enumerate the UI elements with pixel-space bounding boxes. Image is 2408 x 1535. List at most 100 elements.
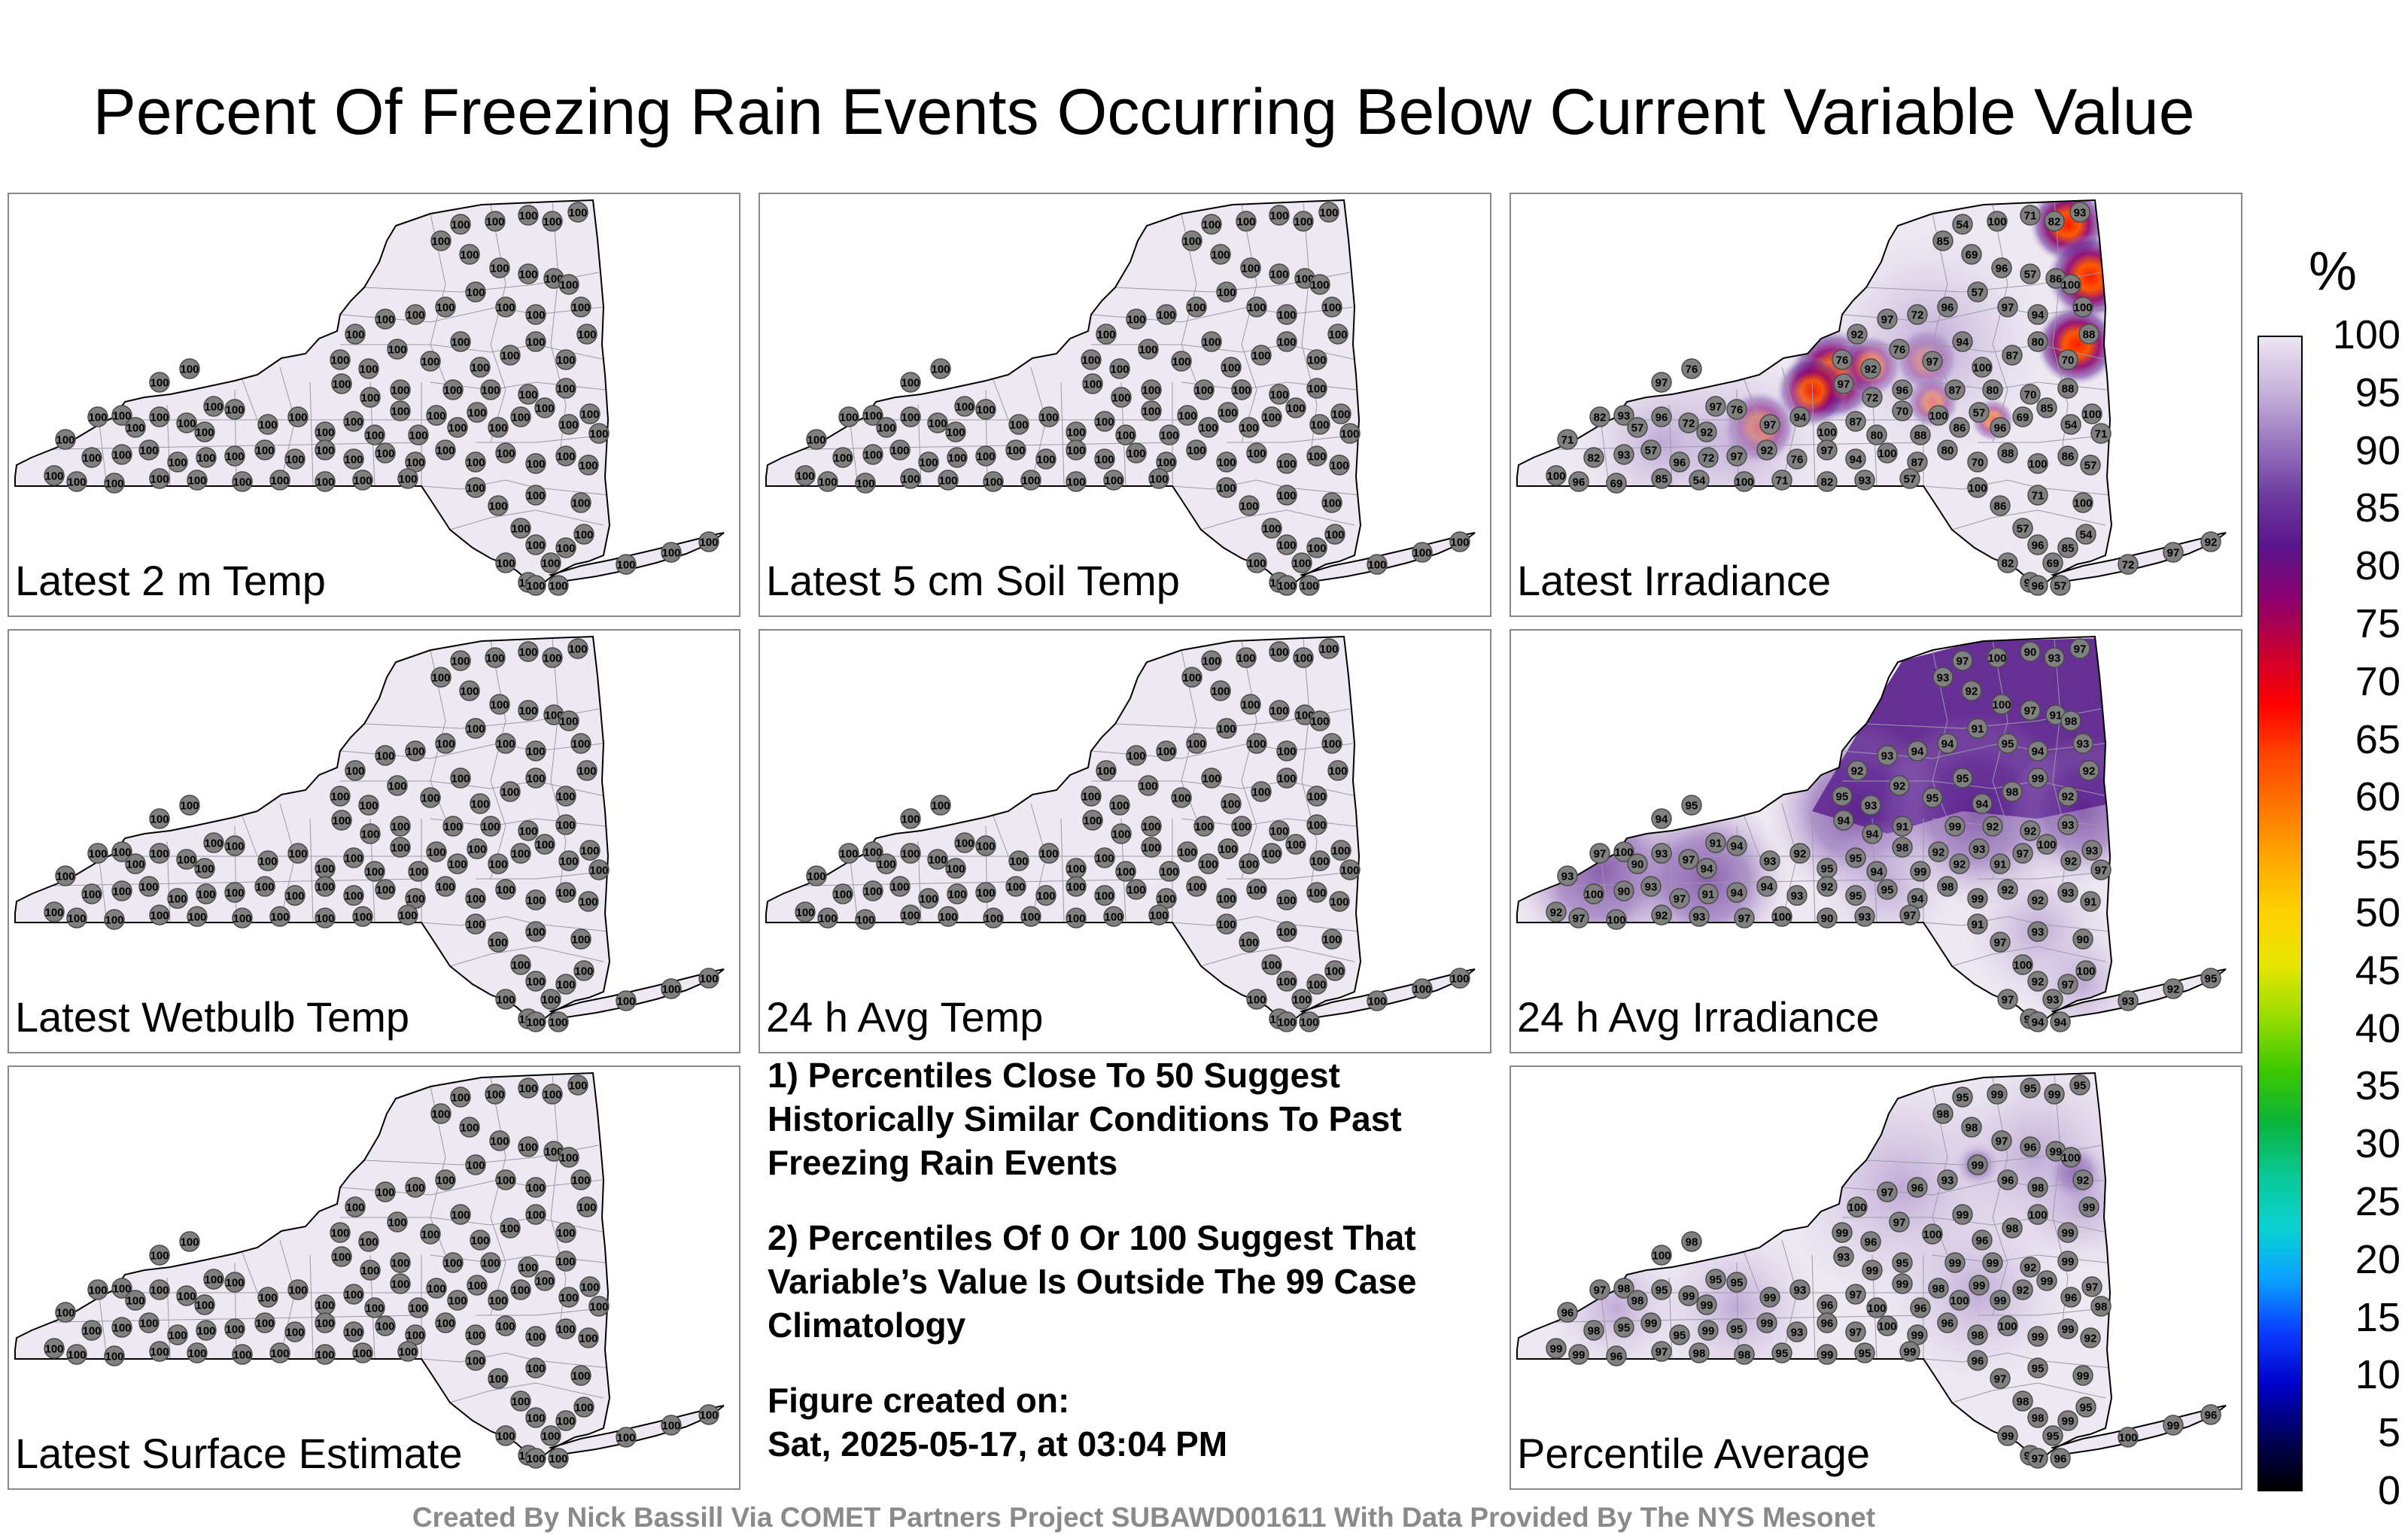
station-value: 100 [955, 837, 974, 850]
station-marker: 92 [1860, 358, 1881, 379]
station-value: 100 [344, 853, 363, 865]
station-value: 100 [1269, 389, 1288, 402]
station-value: 100 [1139, 780, 1157, 793]
station-marker: 88 [2057, 378, 2078, 399]
station-value: 90 [1618, 886, 1631, 898]
station-marker: 100 [1035, 448, 1057, 470]
station-value: 96 [1610, 1351, 1623, 1363]
station-value: 100 [568, 207, 587, 220]
station-value: 100 [928, 854, 947, 867]
station-marker: 100 [555, 1222, 576, 1243]
station-value: 100 [353, 1348, 372, 1360]
station-marker: 100 [1240, 257, 1261, 278]
station-value: 100 [255, 1318, 274, 1330]
station-marker: 94 [1952, 331, 1973, 352]
station-value: 99 [1972, 893, 1984, 906]
station-marker: 71 [2090, 423, 2112, 444]
station-marker: 93 [1786, 885, 1808, 906]
station-marker: 100 [938, 470, 959, 491]
station-marker: 100 [375, 442, 396, 464]
station-marker: 100 [375, 745, 396, 766]
station-value: 93 [1937, 672, 1950, 685]
station-marker: 100 [55, 429, 76, 450]
station-marker: 99 [2057, 1251, 2078, 1272]
station-value: 100 [409, 866, 427, 879]
station-value: 95 [1618, 1322, 1631, 1335]
station-marker: 100 [540, 552, 561, 573]
station-value: 100 [1847, 1202, 1866, 1214]
station-value: 96 [2024, 1141, 2037, 1154]
station-value: 100 [391, 406, 409, 418]
station-value: 100 [1149, 910, 1168, 923]
station-value: 99 [1972, 1160, 1984, 1172]
station-value: 99 [1866, 1265, 1879, 1278]
station-marker: 100 [315, 876, 336, 897]
station-value: 100 [559, 279, 578, 292]
station-value: 100 [1239, 500, 1258, 513]
station-value: 100 [589, 428, 608, 441]
station-value: 100 [481, 821, 500, 834]
station-marker: 54 [2060, 414, 2081, 435]
station-value: 100 [150, 1284, 169, 1297]
station-value: 100 [409, 1302, 427, 1315]
station-value: 100 [315, 427, 334, 439]
station-value: 100 [67, 1349, 86, 1362]
station-value: 100 [947, 889, 966, 901]
station-marker: 91 [1892, 816, 1913, 837]
station-value: 100 [1172, 356, 1190, 369]
station-marker: 100 [1096, 760, 1117, 781]
station-value: 90 [2024, 646, 2037, 659]
station-marker: 100 [390, 1273, 411, 1294]
station-value: 99 [1764, 1292, 1777, 1305]
station-value: 100 [568, 1080, 587, 1093]
station-value: 100 [518, 646, 537, 659]
station-value: 100 [460, 249, 479, 262]
station-marker: 100 [104, 909, 125, 930]
station-value: 100 [571, 497, 590, 510]
station-value: 99 [1821, 1349, 1834, 1362]
station-value: 100 [388, 344, 406, 357]
station-marker: 57 [1967, 281, 1988, 302]
station-marker: 100 [1156, 888, 1177, 909]
station-marker: 100 [1276, 971, 1297, 992]
station-marker: 100 [465, 1154, 486, 1175]
station-marker: 95 [1705, 1269, 1726, 1290]
station-value: 100 [470, 798, 489, 811]
station-value: 99 [2032, 773, 2045, 786]
station-marker: 97 [1817, 439, 1838, 460]
station-marker: 92 [1928, 841, 1949, 862]
station-value: 96 [1561, 1307, 1574, 1320]
station-value: 100 [466, 1160, 485, 1172]
station-value: 100 [485, 216, 504, 229]
station-value: 82 [2048, 216, 2061, 229]
station-value: 93 [2032, 926, 2045, 939]
station-value: 99 [2062, 1256, 2075, 1269]
station-value: 100 [535, 839, 554, 852]
station-marker: 100 [1109, 795, 1130, 816]
station-value: 100 [890, 881, 909, 894]
station-value: 100 [1450, 536, 1469, 549]
station-value: 97 [2032, 1453, 2045, 1466]
station-marker: 100 [2075, 960, 2096, 981]
station-marker: 100 [1141, 837, 1162, 858]
station-value: 91 [1702, 889, 1715, 901]
station-marker: 100 [179, 1231, 200, 1252]
station-value: 100 [556, 887, 575, 900]
station-marker: 100 [1318, 638, 1339, 659]
station-value: 100 [150, 813, 169, 826]
station-marker: 100 [832, 447, 853, 468]
station-value: 88 [2083, 329, 2096, 342]
station-marker: 100 [1236, 647, 1257, 668]
station-marker: 93 [1613, 444, 1634, 465]
station-marker: 100 [1412, 978, 1433, 999]
station-value: 99 [1973, 1280, 1986, 1293]
station-marker: 100 [450, 768, 471, 789]
station-value: 100 [345, 765, 364, 778]
station-value: 100 [285, 1327, 304, 1339]
station-value: 100 [204, 1274, 223, 1287]
station-marker: 100 [430, 1103, 451, 1124]
station-value: 100 [448, 422, 467, 435]
station-value: 97 [1764, 419, 1777, 432]
station-value: 100 [344, 1327, 363, 1339]
